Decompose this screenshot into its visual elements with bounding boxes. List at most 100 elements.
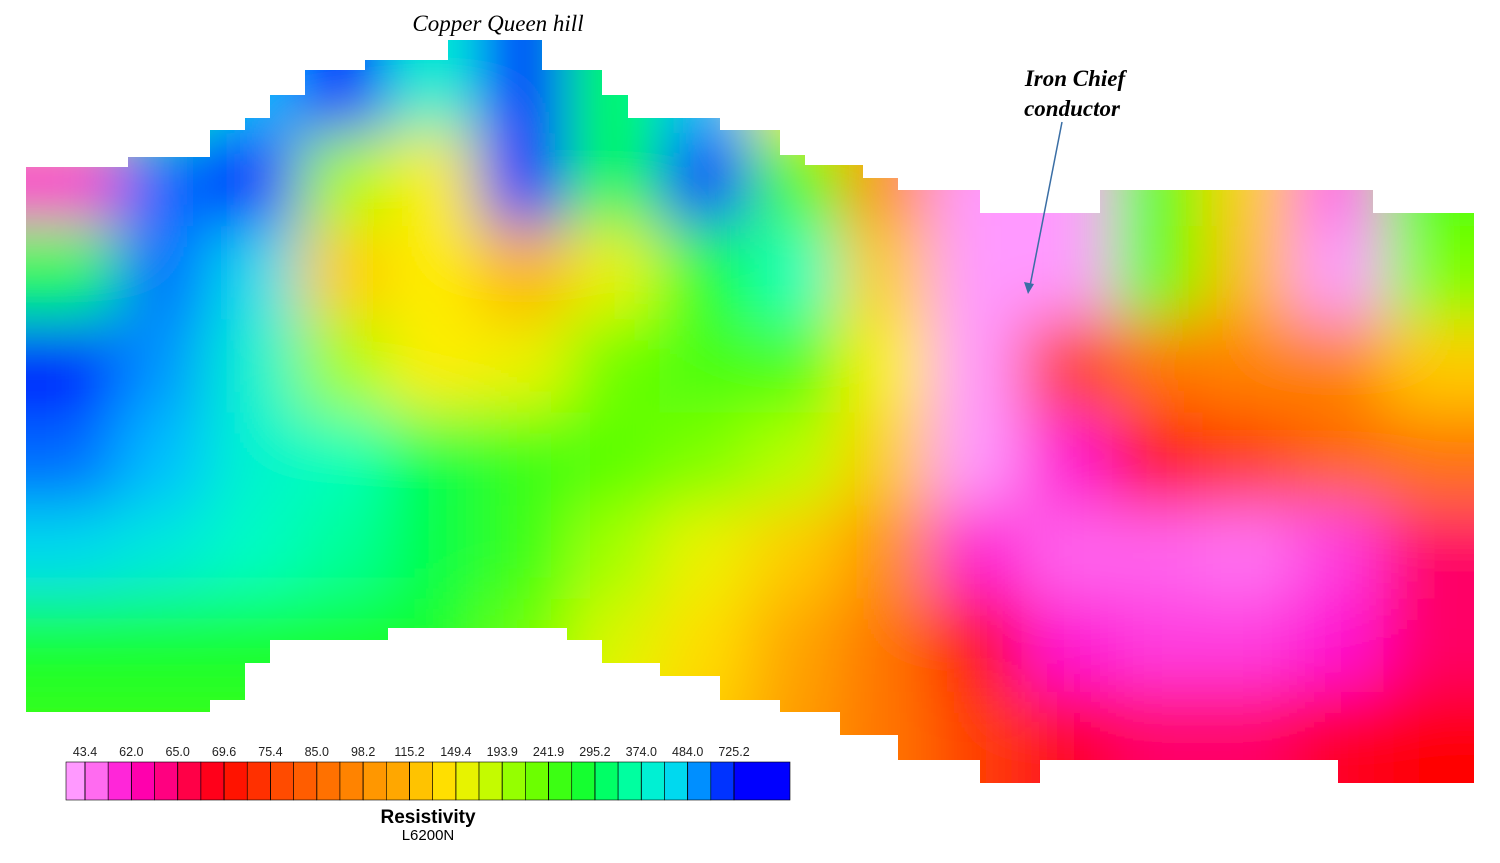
colorbar-tick-label: 115.2 xyxy=(394,745,424,759)
grid-cell xyxy=(750,598,842,693)
grid-cell xyxy=(1383,598,1474,693)
colorbar-cell xyxy=(455,761,480,801)
colorbar-cell xyxy=(177,761,202,801)
grid-cell xyxy=(931,691,1023,783)
grid-cell xyxy=(569,412,661,507)
colorbar-tick-label: 85.0 xyxy=(305,745,329,759)
grid-cell xyxy=(1021,226,1113,321)
colorbar-cell xyxy=(200,761,225,801)
colorbar-cell xyxy=(733,761,791,801)
colorbar-tick-label: 374.0 xyxy=(626,745,657,759)
grid-cell xyxy=(116,40,208,135)
grid-cell xyxy=(1202,505,1294,600)
grid-cell xyxy=(207,319,299,414)
grid-cell xyxy=(659,226,751,321)
grid-cell xyxy=(750,226,842,321)
colorbar-tick-label: 295.2 xyxy=(579,745,610,759)
grid-cell xyxy=(207,598,299,693)
grid-cell xyxy=(1383,505,1474,600)
grid-cell xyxy=(750,133,842,228)
grid-cell xyxy=(478,133,570,228)
grid-cell xyxy=(478,226,570,321)
colorbar-cell xyxy=(478,761,503,801)
grid-cell xyxy=(116,319,208,414)
colorbar-cell xyxy=(154,761,179,801)
colorbar-tick-label: 149.4 xyxy=(440,745,471,759)
grid-cell xyxy=(388,505,480,600)
colorbar-cell xyxy=(84,761,109,801)
grid-cell xyxy=(931,319,1023,414)
grid-cell xyxy=(207,40,299,135)
grid-cell xyxy=(1202,226,1294,321)
grid-cell xyxy=(1383,40,1474,135)
colorbar: 43.4 62.0 65.0 69.6 75.4 85.0 98.2 115.2 149.4 19… xyxy=(65,745,791,801)
grid-cell xyxy=(478,412,570,507)
colorbar-cell xyxy=(386,761,410,801)
grid-cell xyxy=(1112,40,1204,135)
colorbar-tick-label: 75.4 xyxy=(258,745,282,759)
grid-cell xyxy=(297,412,389,507)
grid-cell xyxy=(297,505,389,600)
grid-cell xyxy=(569,598,661,693)
grid-cell xyxy=(931,598,1023,693)
grid-cell xyxy=(840,505,932,600)
colorbar-cell xyxy=(65,761,86,801)
colorbar-cell xyxy=(664,761,688,801)
grid-cell xyxy=(388,598,480,693)
grid-cell xyxy=(297,598,389,693)
grid-cell xyxy=(1021,412,1113,507)
colorbar-tick-label: 43.4 xyxy=(73,745,97,759)
grid-cell xyxy=(26,133,118,228)
colorbar-cell xyxy=(571,761,596,801)
grid-cell xyxy=(750,40,842,135)
grid-cell xyxy=(1202,412,1294,507)
grid-cell xyxy=(207,226,299,321)
grid-cell xyxy=(116,505,208,600)
colorbar-cell xyxy=(362,761,387,801)
colorbar-cell xyxy=(409,761,433,801)
colorbar-cell xyxy=(710,761,735,801)
colorbar-cell xyxy=(548,761,573,801)
grid-cell xyxy=(569,133,661,228)
grid-cell xyxy=(478,319,570,414)
grid-cell xyxy=(26,40,118,135)
colorbar-cell xyxy=(246,761,271,801)
grid-cell xyxy=(840,598,932,693)
grid-cell xyxy=(659,505,751,600)
grid-cell xyxy=(659,319,751,414)
colorbar-title: Resistivity xyxy=(380,807,475,828)
grid-cell xyxy=(1293,598,1385,693)
grid-cell xyxy=(931,133,1023,228)
colorbar-tick-label: 193.9 xyxy=(487,745,518,759)
grid-cell xyxy=(569,226,661,321)
grid-cell xyxy=(931,505,1023,600)
grid-cell xyxy=(840,40,932,135)
grid-cell xyxy=(388,226,480,321)
grid-cell xyxy=(207,133,299,228)
colorbar-tick-label: 484.0 xyxy=(672,745,703,759)
colorbar-cell xyxy=(640,761,665,801)
grid-cell xyxy=(1112,412,1204,507)
grid-cell xyxy=(388,412,480,507)
grid-cell xyxy=(1293,226,1385,321)
colorbar-cell xyxy=(687,761,712,801)
grid-cell xyxy=(1021,133,1113,228)
grid-cell xyxy=(1021,505,1113,600)
grid-cell xyxy=(659,598,751,693)
grid-cell xyxy=(207,412,299,507)
grid-cell xyxy=(840,691,932,783)
grid-cell xyxy=(840,319,932,414)
grid-cell xyxy=(1021,319,1113,414)
annotation: Iron Chief xyxy=(1024,66,1128,91)
arrow-head xyxy=(1024,282,1034,294)
grid-cell xyxy=(478,598,570,693)
colorbar-cell xyxy=(316,761,341,801)
grid-cell xyxy=(116,133,208,228)
grid-cell xyxy=(116,412,208,507)
grid-cell xyxy=(1202,598,1294,693)
grid-cell xyxy=(1112,691,1204,783)
